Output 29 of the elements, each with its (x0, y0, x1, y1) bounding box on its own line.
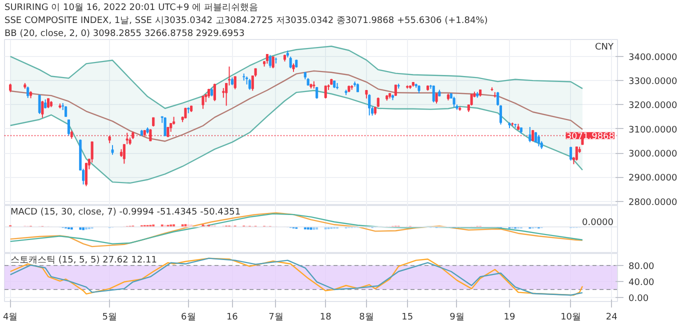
y-tick-label: 3200.0000 (628, 101, 678, 112)
x-tick-label: 4월 (2, 312, 18, 322)
chart-subtitle: SSE COMPOSITE INDEX, 1날, SSE 시3035.0342 고3084.2725 저3035.0342 종3071.9868 +55.6306 (+1.84%) (4, 16, 488, 26)
x-tick-label: 8월 (359, 312, 374, 322)
chart-title: SURIRING 이 10월 16, 2022 20:01 UTC+9 에 퍼블리쉬했음 (4, 3, 258, 13)
chart-title: 스토캐스틱 (15, 5, 5) 27.62 12.11 (10, 256, 157, 266)
x-tick-label: 16 (226, 312, 238, 322)
y-tick-label: 2900.0000 (628, 174, 678, 184)
y-tick-label: 3400.0000 (628, 52, 678, 63)
y-tick-label: 40.00 (628, 278, 655, 288)
annotation: CNY (594, 42, 614, 52)
x-tick-label: 19 (504, 312, 516, 322)
x-tick-label: 9월 (450, 312, 464, 322)
x-tick-label: 6월 (181, 312, 196, 322)
x-tick-label: 24 (606, 312, 618, 322)
chart-title: MACD (15, 30, close, 7) -0.9994 -51.4345 -50.4351 (10, 208, 241, 218)
y-tick-label: 0.00 (628, 294, 649, 304)
annotation: 0.0000 (582, 218, 614, 228)
x-tick-label: 5월 (102, 312, 117, 322)
y-tick-label: 80.00 (628, 262, 655, 272)
y-tick-label: 3300.0000 (628, 77, 678, 88)
x-tick-label: 7월 (268, 312, 284, 322)
x-tick-label: 10월 (560, 312, 582, 322)
y-tick-label: 2800.0000 (628, 198, 678, 208)
x-tick-label: 15 (402, 312, 414, 322)
text: BB (20, close, 2, 0) 3098.2855 3266.8758 2929.6953 (4, 29, 245, 39)
y-tick-label: 3000.0000 (628, 150, 678, 160)
y-tick-label: 3100.0000 (628, 125, 678, 136)
x-tick-label: 18 (320, 312, 332, 322)
